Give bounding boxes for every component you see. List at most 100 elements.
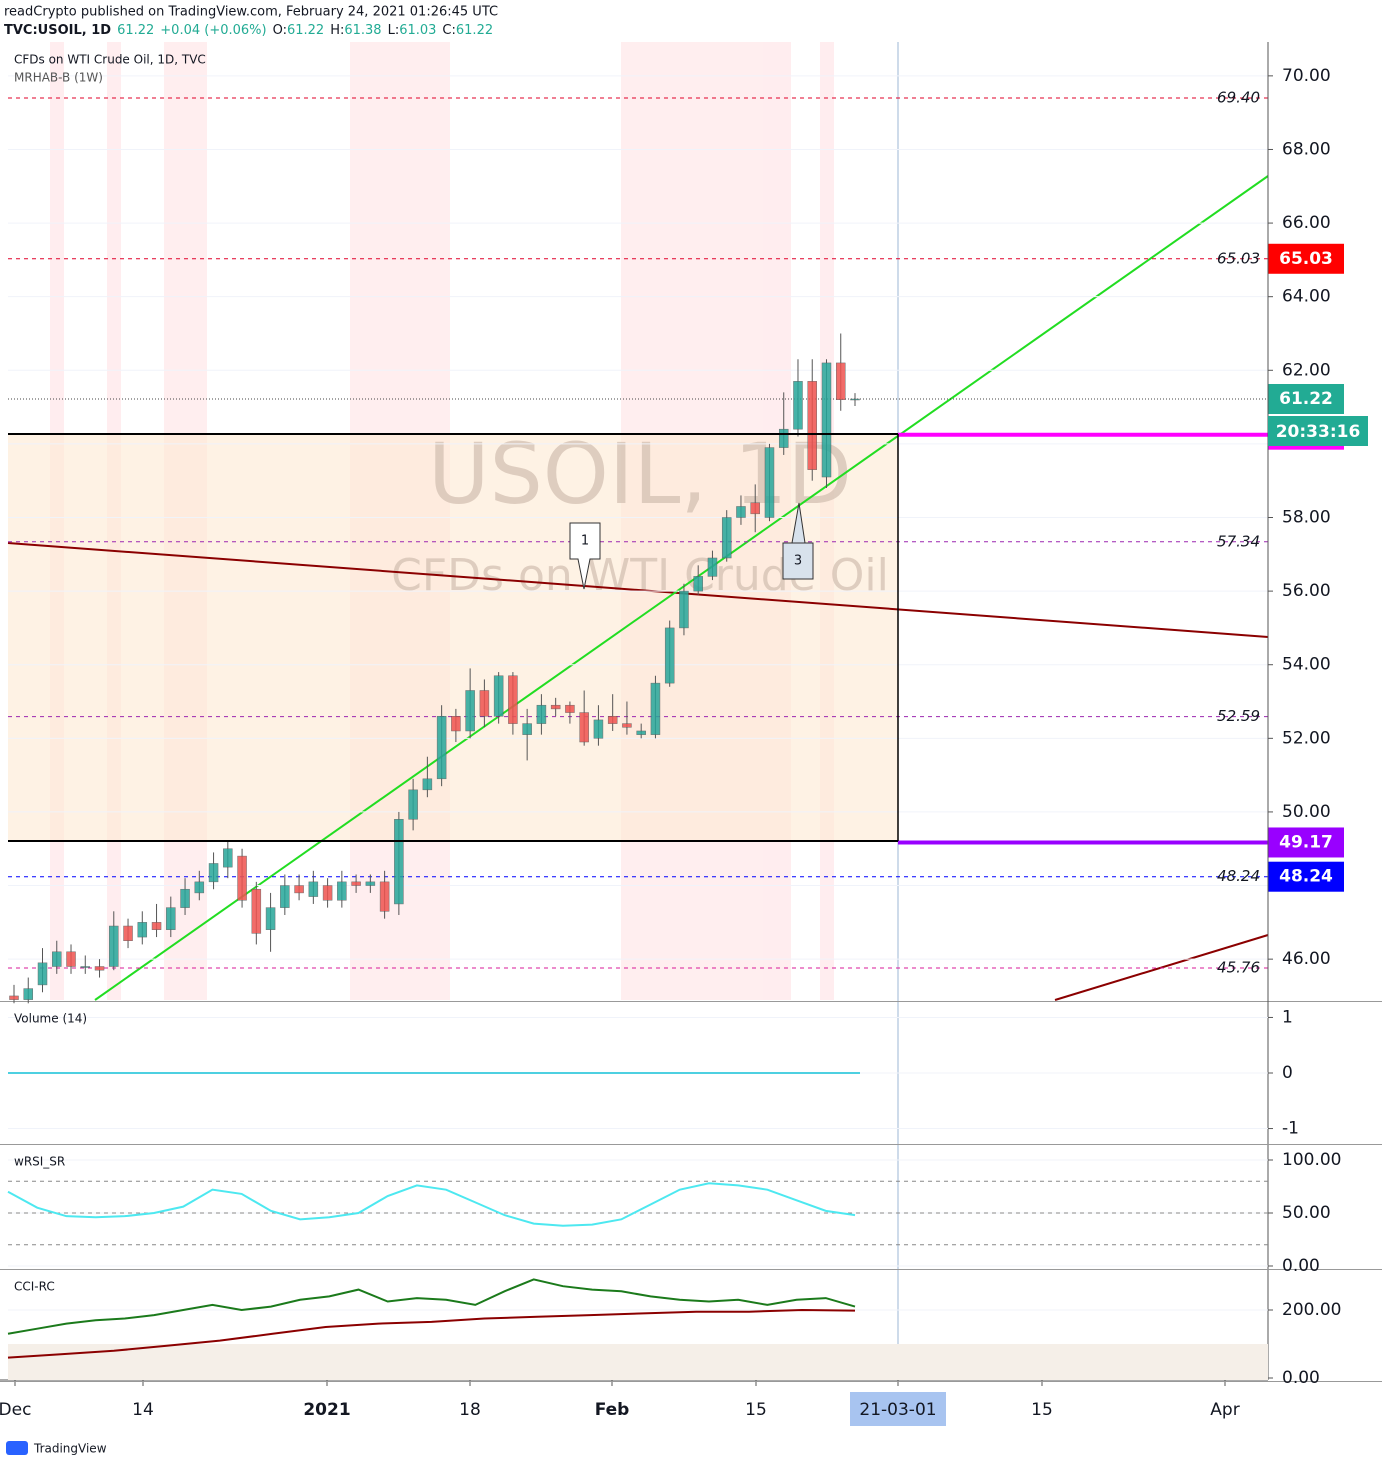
candle-body xyxy=(151,922,162,930)
price-tag-label: 61.22 xyxy=(1279,389,1333,409)
y-tick-label: 200.00 xyxy=(1282,1300,1341,1320)
y-tick-label: 70.00 xyxy=(1282,66,1331,86)
candle-body xyxy=(607,715,618,724)
x-tick-label: Dec xyxy=(0,1400,31,1420)
candle-body xyxy=(679,590,689,629)
svg-text:1: 1 xyxy=(581,534,589,549)
candle-body xyxy=(80,966,91,968)
candle-body xyxy=(778,428,789,448)
series-line xyxy=(7,1308,856,1359)
candle-body xyxy=(394,819,404,905)
candle-body xyxy=(194,881,205,894)
y-tick-label: 50.00 xyxy=(1282,802,1331,822)
candle-body xyxy=(579,712,589,743)
range-box xyxy=(8,434,898,841)
candle-body xyxy=(522,723,532,735)
level-label: 48.24 xyxy=(1217,867,1260,885)
y-tick-label: -1 xyxy=(1282,1119,1299,1139)
candle-body xyxy=(123,925,133,941)
candle-body xyxy=(750,502,760,515)
candle-body xyxy=(37,962,48,986)
y-tick-label: 100.00 xyxy=(1282,1150,1341,1170)
candle-body xyxy=(223,848,233,868)
candle-body xyxy=(622,723,632,728)
svg-text:3: 3 xyxy=(794,554,802,569)
price-tag-label: 49.17 xyxy=(1279,832,1333,852)
series-line xyxy=(7,1182,856,1227)
candle-body xyxy=(52,951,62,967)
watermark-sub: CFDs on WTI Crude Oil xyxy=(391,550,889,601)
candle-body xyxy=(66,951,76,967)
candle-body xyxy=(9,995,19,1000)
y-tick-label: 50.00 xyxy=(1282,1203,1331,1223)
price-tag xyxy=(1268,243,1344,274)
price-tag xyxy=(1268,861,1344,892)
candle-body xyxy=(451,715,461,732)
pane-title: CCI-RC xyxy=(14,1280,55,1294)
y-tick-label: 56.00 xyxy=(1282,581,1331,601)
candle-body xyxy=(793,381,803,430)
price-tag xyxy=(1268,827,1344,858)
x-tick-label: 15 xyxy=(745,1400,767,1420)
candle-body xyxy=(137,922,148,938)
footer-brand: TradingView xyxy=(33,1442,107,1456)
candle-body xyxy=(807,381,817,470)
candle-body xyxy=(265,907,276,930)
candle-body xyxy=(208,863,219,883)
pane-title: wRSI_SR xyxy=(14,1155,65,1169)
price-tag-label: 48.24 xyxy=(1279,867,1333,887)
trendline xyxy=(7,542,1269,638)
candle-body xyxy=(764,447,775,518)
y-tick-label: 66.00 xyxy=(1282,213,1331,233)
y-tick-label: 62.00 xyxy=(1282,360,1331,380)
candle-body xyxy=(408,789,418,820)
price-tag-label: 65.03 xyxy=(1279,249,1333,269)
candle-body xyxy=(550,704,561,710)
callout: 3 xyxy=(782,502,814,580)
x-tick-label: Feb xyxy=(595,1400,630,1420)
candle-body xyxy=(636,730,646,735)
series-line xyxy=(7,1278,856,1335)
candle-body xyxy=(23,988,34,1000)
level-label: 65.03 xyxy=(1217,249,1260,267)
y-tick-label: 1 xyxy=(1282,1007,1293,1027)
y-tick-label: 64.00 xyxy=(1282,287,1331,307)
candle-body xyxy=(465,690,475,732)
candle-body xyxy=(322,885,333,901)
candle-body xyxy=(180,888,190,908)
callout: 1 xyxy=(569,522,601,590)
series-title: CFDs on WTI Crude Oil, 1D, TVC xyxy=(14,53,206,67)
candle-body xyxy=(821,362,832,478)
candle-body xyxy=(850,398,860,401)
candle-body xyxy=(736,506,746,518)
candle-body xyxy=(109,925,119,967)
candle-body xyxy=(94,966,105,971)
y-tick-label: 46.00 xyxy=(1282,949,1331,969)
candle-body xyxy=(835,362,846,400)
price-tag xyxy=(1268,383,1344,414)
candle-body xyxy=(379,881,390,912)
candle-body xyxy=(493,675,504,717)
x-tick-label: Apr xyxy=(1210,1400,1239,1420)
candle-body xyxy=(308,881,319,897)
candle-body xyxy=(721,517,732,559)
candle-body xyxy=(693,576,703,592)
y-tick-label: 58.00 xyxy=(1282,508,1331,528)
indicator-title: MRHAB-B (1W) xyxy=(14,71,103,85)
level-label: 45.76 xyxy=(1217,958,1260,976)
candle-body xyxy=(650,682,661,735)
y-tick-label: 52.00 xyxy=(1282,728,1331,748)
level-label: 52.59 xyxy=(1217,707,1260,725)
x-tick-label: 15 xyxy=(1031,1400,1053,1420)
cci-band xyxy=(8,1343,1268,1380)
candle-body xyxy=(593,719,604,739)
level-label: 57.34 xyxy=(1217,532,1260,550)
candle-body xyxy=(251,888,262,934)
publisher: readCrypto published on TradingView.com,… xyxy=(4,5,498,20)
x-tick-label: 21-03-01 xyxy=(859,1400,936,1420)
x-tick-label: 14 xyxy=(132,1400,154,1420)
y-tick-label: 0.00 xyxy=(1282,1256,1320,1276)
candle-body xyxy=(280,885,290,908)
candle-body xyxy=(479,690,490,717)
candle-body xyxy=(436,715,447,780)
